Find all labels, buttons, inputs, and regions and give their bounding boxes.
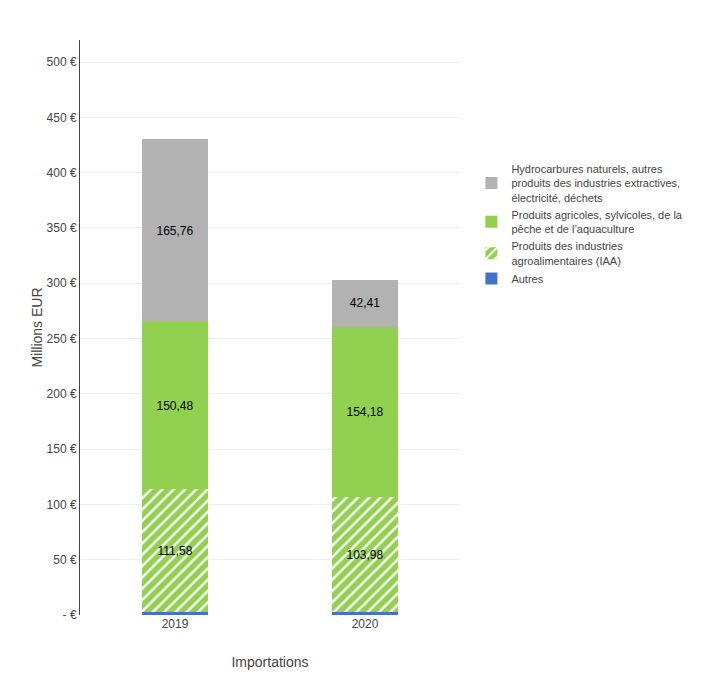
svg-text:154,18: 154,18 (346, 405, 383, 419)
svg-text:Autres: Autres (511, 273, 543, 285)
svg-text:100 €: 100 € (47, 498, 77, 512)
svg-text:2019: 2019 (162, 617, 189, 631)
svg-text:Hydrocarbures naturels, autres: Hydrocarbures naturels, autresproduits d… (511, 163, 680, 204)
svg-text:200 €: 200 € (47, 387, 77, 401)
svg-text:350 €: 350 € (47, 221, 77, 235)
svg-text:- €: - € (63, 608, 77, 622)
svg-text:2020: 2020 (352, 617, 379, 631)
svg-text:450 €: 450 € (47, 111, 77, 125)
svg-text:300 €: 300 € (47, 276, 77, 290)
svg-text:50 €: 50 € (53, 553, 77, 567)
svg-text:250 €: 250 € (47, 332, 77, 346)
svg-text:400 €: 400 € (47, 166, 77, 180)
svg-text:150,48: 150,48 (156, 399, 193, 413)
svg-text:500 €: 500 € (47, 55, 77, 69)
svg-text:150 €: 150 € (47, 442, 77, 456)
svg-text:103,98: 103,98 (346, 548, 383, 562)
svg-text:Produits des industriesagroali: Produits des industriesagroalimentaires … (511, 240, 623, 266)
svg-text:42,41: 42,41 (350, 296, 380, 310)
svg-text:Importations: Importations (231, 654, 308, 670)
svg-text:165,76: 165,76 (156, 224, 193, 238)
svg-text:Millions EUR: Millions EUR (29, 287, 45, 367)
svg-text:Produits agricoles, sylvicoles: Produits agricoles, sylvicoles, de lapêc… (511, 209, 682, 235)
svg-text:111,58: 111,58 (157, 544, 192, 558)
